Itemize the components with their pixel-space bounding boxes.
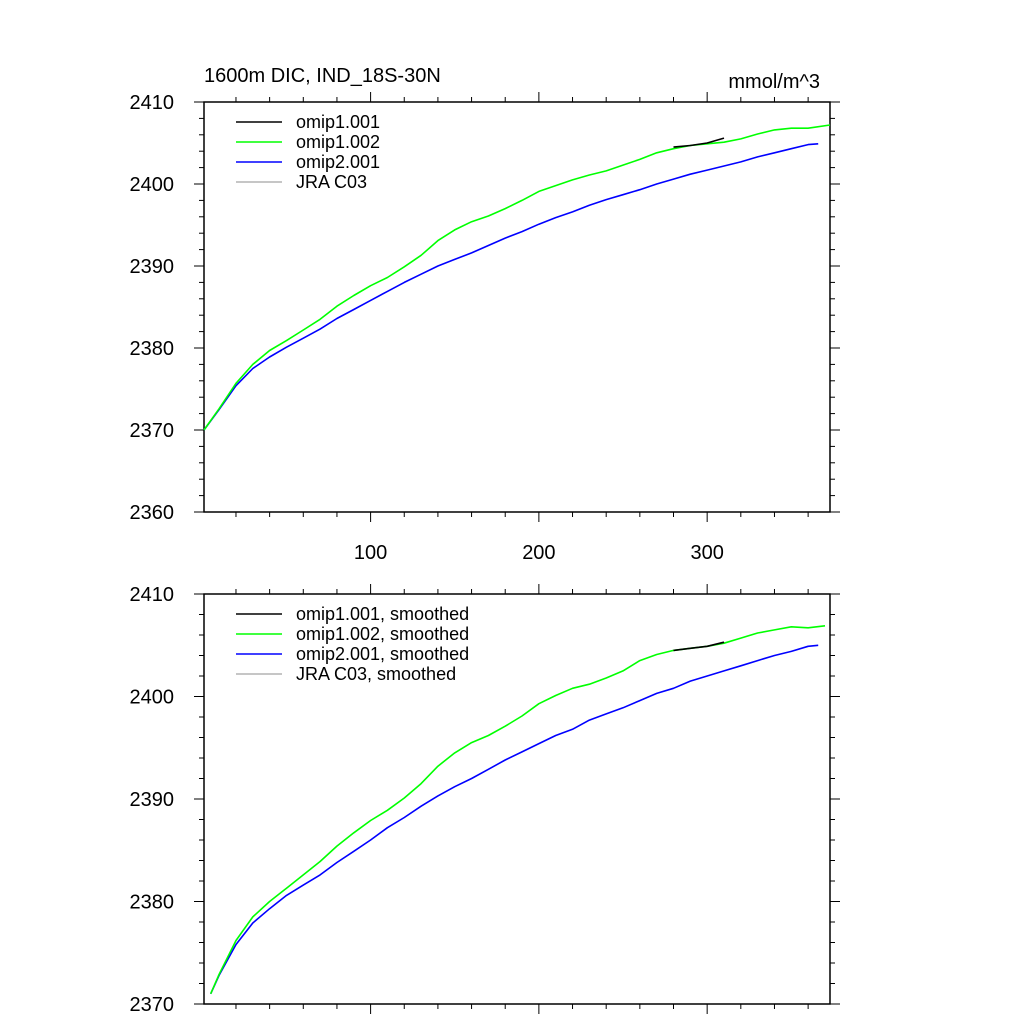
series-line bbox=[203, 124, 831, 431]
y-tick-label: 2390 bbox=[130, 256, 175, 278]
x-tick-label: 100 bbox=[354, 542, 387, 564]
units-label: mmol/m^3 bbox=[728, 71, 820, 93]
legend-label: omip1.001 bbox=[296, 112, 380, 132]
legend-label: omip1.002 bbox=[296, 132, 380, 152]
series-line bbox=[209, 625, 826, 995]
legend-label: omip1.002, smoothed bbox=[296, 624, 469, 644]
series-lines bbox=[203, 124, 831, 431]
y-tick-labels: 2370 2380 2390 2400 2410 bbox=[130, 584, 175, 1016]
y-tick-label: 2400 bbox=[130, 174, 175, 196]
series-line bbox=[673, 137, 725, 148]
series-line bbox=[673, 641, 725, 652]
legend-label: omip1.001, smoothed bbox=[296, 604, 469, 624]
y-tick-label: 2370 bbox=[130, 994, 175, 1016]
axis-ticks bbox=[194, 584, 840, 1014]
y-tick-label: 2400 bbox=[130, 687, 175, 709]
legend-label: omip2.001, smoothed bbox=[296, 644, 469, 664]
series-line bbox=[203, 143, 819, 431]
chart-title: 1600m DIC, IND_18S-30N bbox=[204, 65, 441, 87]
y-tick-label: 2390 bbox=[130, 789, 175, 811]
legend-label: JRA C03, smoothed bbox=[296, 664, 456, 684]
y-tick-label: 2370 bbox=[130, 420, 175, 442]
y-tick-labels: 2360 2370 2380 2390 2400 2410 bbox=[130, 92, 175, 524]
y-tick-label: 2380 bbox=[130, 338, 175, 360]
series-line bbox=[209, 644, 819, 995]
plot-frame bbox=[203, 101, 831, 513]
x-tick-labels: 100 200 300 bbox=[354, 542, 724, 564]
y-tick-label: 2360 bbox=[130, 502, 175, 524]
x-tick-label: 200 bbox=[522, 542, 555, 564]
legend-label: omip2.001 bbox=[296, 152, 380, 172]
series-lines bbox=[209, 625, 826, 995]
legend-label: JRA C03 bbox=[296, 172, 367, 192]
x-tick-label: 300 bbox=[690, 542, 723, 564]
axis-ticks bbox=[194, 92, 840, 522]
y-tick-label: 2410 bbox=[130, 584, 175, 606]
y-tick-label: 2410 bbox=[130, 92, 175, 114]
y-tick-label: 2380 bbox=[130, 892, 175, 914]
top-panel: 1600m DIC, IND_18S-30N mmol/m^3 2360 2370… bbox=[130, 65, 840, 564]
bottom-panel: 2370 2380 2390 2400 2410 omip1.001, smoothed… bbox=[130, 584, 840, 1016]
